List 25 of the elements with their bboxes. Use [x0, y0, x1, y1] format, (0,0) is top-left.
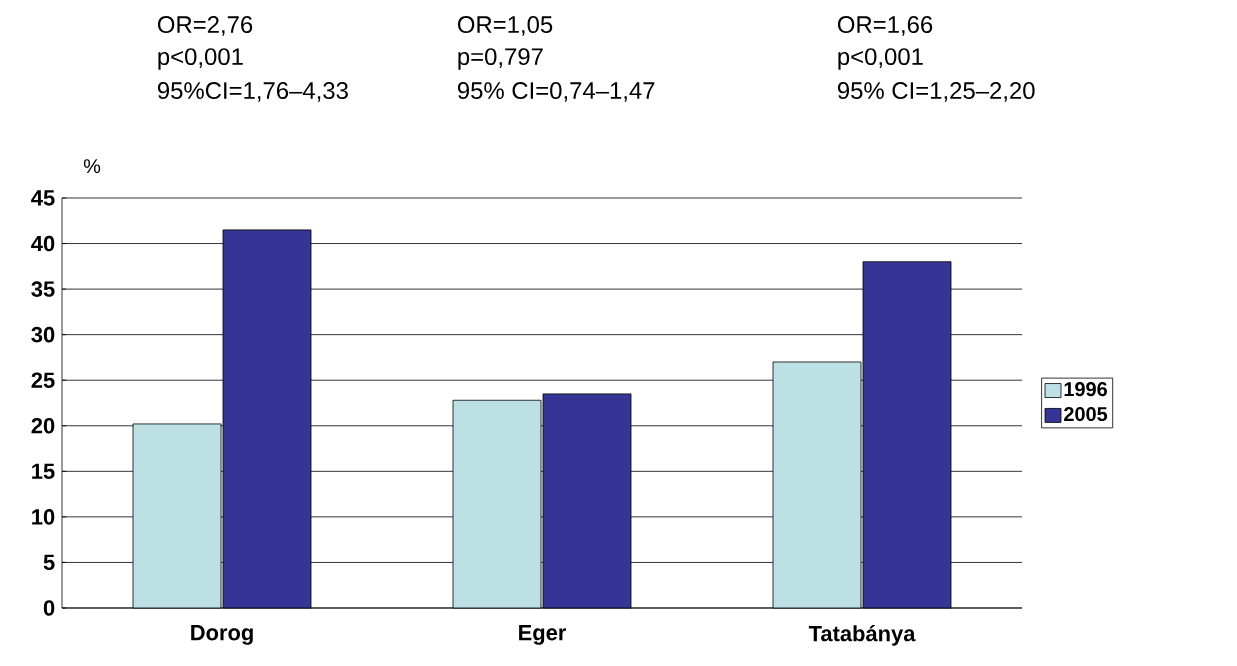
text: 95%CI=1,76–4,33 — [157, 82, 348, 102]
y-tick-label: 30 — [31, 326, 55, 343]
text: p<0,001 — [158, 48, 243, 70]
text: 95% CI=0,74–1,47 — [457, 82, 655, 102]
y-tick-label: 5 — [43, 554, 55, 571]
y-tick-label: 15 — [32, 463, 55, 479]
y-tick-label: 40 — [31, 235, 55, 252]
y-tick-label: 35 — [31, 281, 55, 297]
y-axis-title: % — [83, 159, 101, 174]
y-tick-label: 45 — [31, 190, 55, 206]
x-tick-label: Tatabánya — [808, 625, 916, 646]
text: OR=1,05 — [457, 16, 553, 36]
text: OR=2,76 — [157, 16, 253, 36]
legend-label: 1996 — [1064, 382, 1107, 397]
x-tick-label: Dorog — [191, 625, 253, 645]
text: p<0,001 — [838, 48, 923, 70]
text: p=0,797 — [458, 48, 543, 70]
y-tick-label: 10 — [32, 509, 55, 525]
legend-label: 2005 — [1064, 406, 1108, 422]
text: OR=1,66 — [837, 16, 933, 36]
x-tick-label: Eger — [519, 625, 567, 645]
y-tick-label: 25 — [31, 372, 55, 388]
text: 95% CI=1,25–2,20 — [837, 82, 1035, 102]
y-tick-label: 20 — [31, 418, 55, 434]
y-tick-label: 0 — [43, 600, 55, 616]
